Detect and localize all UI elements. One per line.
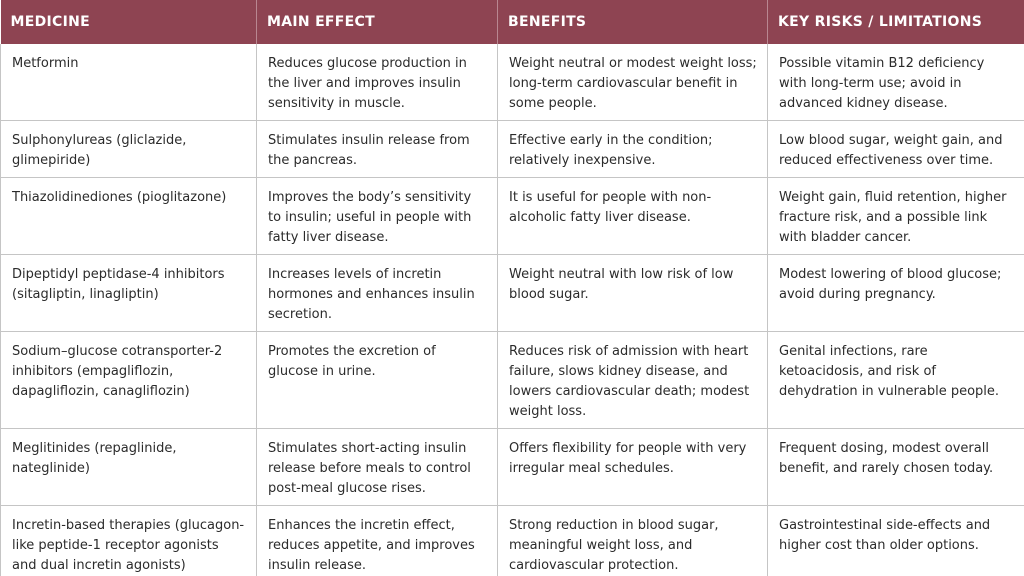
effect-cell: Stimulates insulin release from the panc…: [256, 120, 498, 178]
effect-cell: Stimulates short-acting insulin release …: [256, 428, 498, 506]
risks-cell: Weight gain, fluid retention, higher fra…: [767, 177, 1024, 255]
medicine-cell: Incretin-based therapies (glucagon-like …: [0, 505, 257, 576]
table-row: Sodium–glucose cotransporter-2 inhibitor…: [0, 331, 1024, 429]
risks-cell: Gastrointestinal side-effects and higher…: [767, 505, 1024, 576]
benefits-cell: Weight neutral with low risk of low bloo…: [497, 254, 768, 332]
header-benefits: BENEFITS: [497, 0, 768, 44]
risks-cell: Possible vitamin B12 deficiency with lon…: [767, 44, 1024, 121]
header-key-risks: KEY RISKS / LIMITATIONS: [767, 0, 1024, 44]
effect-cell: Increases levels of incretin hormones an…: [256, 254, 498, 332]
medicine-cell: Sulphonylureas (gliclazide, glimepiride): [0, 120, 257, 178]
medicine-cell: Sodium–glucose cotransporter-2 inhibitor…: [0, 331, 257, 429]
table-row: Dipeptidyl peptidase-4 inhibitors (sitag…: [0, 254, 1024, 332]
header-main-effect: MAIN EFFECT: [256, 0, 498, 44]
risks-cell: Low blood sugar, weight gain, and reduce…: [767, 120, 1024, 178]
benefits-cell: Strong reduction in blood sugar, meaning…: [497, 505, 768, 576]
effect-cell: Enhances the incretin effect, reduces ap…: [256, 505, 498, 576]
benefits-cell: Effective early in the condition; relati…: [497, 120, 768, 178]
effect-cell: Promotes the excretion of glucose in uri…: [256, 331, 498, 429]
table-row: Thiazolidinediones (pioglitazone) Improv…: [0, 177, 1024, 255]
medicine-cell: Dipeptidyl peptidase-4 inhibitors (sitag…: [0, 254, 257, 332]
table-row: Sulphonylureas (gliclazide, glimepiride)…: [0, 120, 1024, 178]
risks-cell: Genital infections, rare ketoacidosis, a…: [767, 331, 1024, 429]
benefits-cell: Weight neutral or modest weight loss; lo…: [497, 44, 768, 121]
risks-cell: Modest lowering of blood glucose; avoid …: [767, 254, 1024, 332]
benefits-cell: Offers flexibility for people with very …: [497, 428, 768, 506]
risks-cell: Frequent dosing, modest overall benefit,…: [767, 428, 1024, 506]
benefits-cell: It is useful for people with non-alcohol…: [497, 177, 768, 255]
table-row: Metformin Reduces glucose production in …: [0, 44, 1024, 121]
medicine-cell: Metformin: [0, 44, 257, 121]
table-row: Meglitinides (repaglinide, nateglinide) …: [0, 428, 1024, 506]
benefits-cell: Reduces risk of admission with heart fai…: [497, 331, 768, 429]
medicine-cell: Thiazolidinediones (pioglitazone): [0, 177, 257, 255]
effect-cell: Improves the body’s sensitivity to insul…: [256, 177, 498, 255]
table-header: MEDICINE MAIN EFFECT BENEFITS KEY RISKS …: [0, 0, 1024, 44]
header-medicine: MEDICINE: [0, 0, 257, 44]
header-row: MEDICINE MAIN EFFECT BENEFITS KEY RISKS …: [0, 0, 1024, 44]
effect-cell: Reduces glucose production in the liver …: [256, 44, 498, 121]
medicine-cell: Meglitinides (repaglinide, nateglinide): [0, 428, 257, 506]
table-row: Incretin-based therapies (glucagon-like …: [0, 505, 1024, 576]
table-body: Metformin Reduces glucose production in …: [0, 44, 1024, 576]
